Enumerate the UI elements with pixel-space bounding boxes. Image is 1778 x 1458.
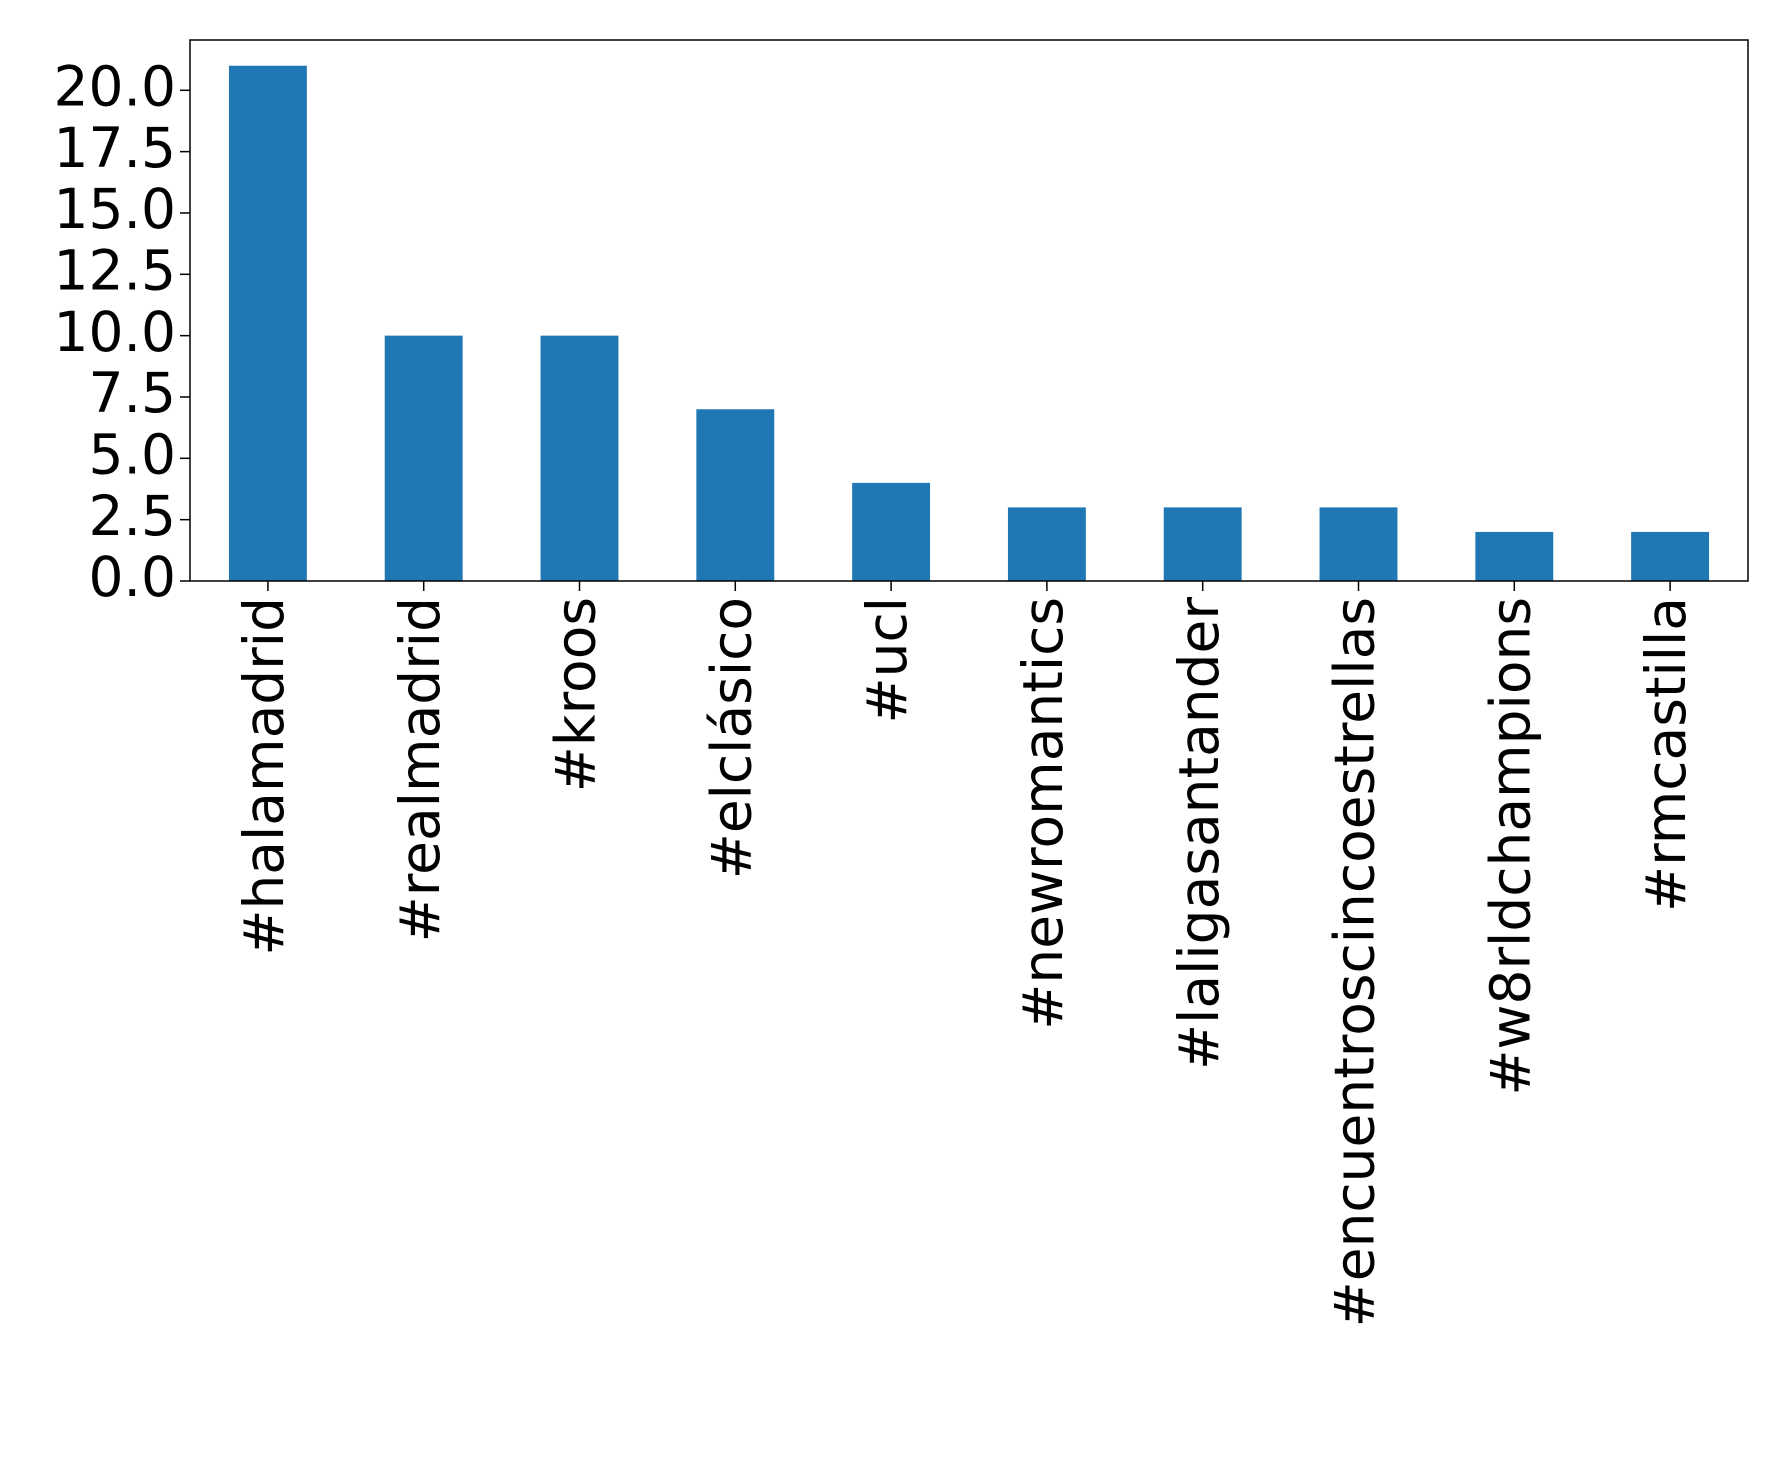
x-tick-label: #encuentroscincoestrellas <box>1323 597 1387 1327</box>
x-tick-label: #realmadrid <box>388 597 452 942</box>
bar <box>696 409 775 581</box>
x-tick-label: #kroos <box>544 597 608 792</box>
y-tick-label: 15.0 <box>54 177 176 241</box>
bar <box>1631 531 1710 581</box>
bar <box>540 335 619 581</box>
x-tick-label: #ucl <box>855 597 919 723</box>
bar <box>852 482 931 581</box>
y-tick-label: 12.5 <box>54 238 176 302</box>
x-tick-label: #halamadrid <box>232 597 296 956</box>
x-tick-label: #newromantics <box>1011 597 1075 1030</box>
y-tick-label: 7.5 <box>89 361 176 425</box>
x-tick-label: #laligasantander <box>1167 597 1231 1070</box>
bar <box>228 65 307 581</box>
x-tick-label: #rmcastilla <box>1634 597 1698 912</box>
x-tick-label: #w8rldchampions <box>1478 597 1542 1096</box>
y-tick-label: 10.0 <box>54 300 176 364</box>
y-tick-label: 20.0 <box>54 54 176 118</box>
bar <box>1163 507 1242 581</box>
x-tick-label: #elclásico <box>699 597 763 879</box>
y-tick-label: 2.5 <box>89 484 176 548</box>
y-tick-label: 5.0 <box>89 422 176 486</box>
plot-frame <box>189 39 1749 582</box>
bar <box>1007 507 1086 581</box>
y-tick-label: 0.0 <box>89 545 176 609</box>
y-tick-label: 17.5 <box>54 116 176 180</box>
bar <box>384 335 463 581</box>
bar <box>1319 507 1398 581</box>
bar <box>1475 531 1554 581</box>
